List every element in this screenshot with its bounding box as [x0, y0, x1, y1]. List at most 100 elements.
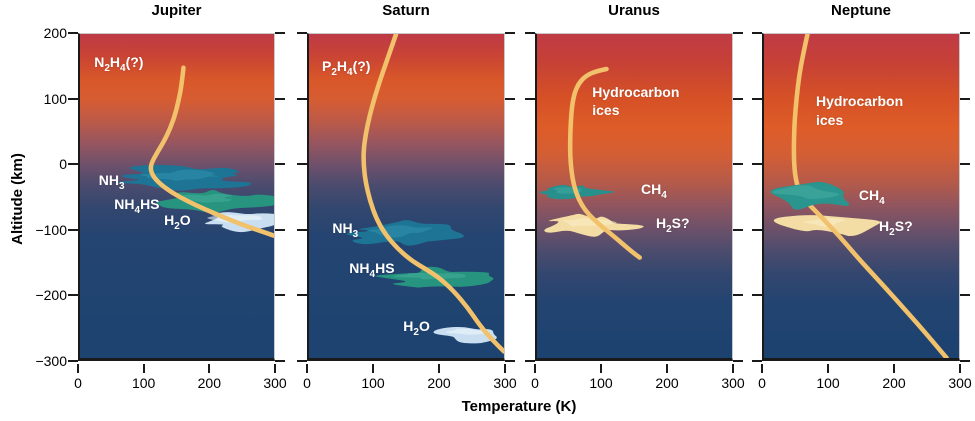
jupiter-nh3-label: NH3	[98, 171, 125, 192]
subscript: 2	[666, 224, 672, 236]
saturn-h2o-cloud-highlight	[446, 328, 490, 335]
y-tick-right	[733, 97, 743, 100]
saturn-nh3-label: NH3	[332, 220, 359, 241]
x-tick	[761, 364, 763, 373]
x-tick	[208, 364, 211, 373]
neptune-ch4-cloud-highlight	[772, 185, 840, 200]
y-tick-left	[68, 360, 78, 362]
y-tick-right	[505, 360, 515, 362]
subscript: 4	[134, 204, 141, 216]
subscript: 3	[352, 229, 359, 241]
y-tick-right	[275, 360, 285, 362]
y-tick-left	[68, 163, 78, 166]
uranus-h2s-label: H2S?	[655, 215, 690, 236]
uranus-h2s-cloud	[544, 213, 644, 237]
subscript: 2	[413, 327, 419, 339]
x-tick	[438, 364, 440, 373]
x-tick	[732, 364, 734, 373]
subscript: 3	[118, 180, 125, 192]
y-tick-left	[297, 294, 307, 297]
y-tick-left	[68, 97, 78, 100]
y-tick-left	[752, 97, 762, 100]
y-tick-right	[733, 32, 743, 34]
x-tick	[666, 364, 668, 373]
uranus-ch4-label: CH4	[641, 181, 667, 202]
x-tick-label: 0	[74, 375, 82, 391]
y-tick-left	[297, 32, 307, 34]
subscript: 2	[331, 66, 337, 78]
y-tick-right	[505, 294, 515, 297]
y-tick-right	[960, 163, 970, 166]
panel-neptune: Hydrocarbon ices CH4 H2S?	[762, 33, 960, 361]
temperature-curve-jupiter	[148, 65, 274, 239]
x-tick	[306, 364, 308, 373]
x-tick	[600, 364, 602, 373]
y-tick-left	[68, 228, 78, 231]
x-tick	[504, 364, 506, 373]
y-tick-left	[297, 360, 307, 362]
y-tick-left	[525, 32, 535, 34]
y-tick-right	[505, 97, 515, 100]
temperature-curve-neptune	[791, 34, 949, 358]
y-tick-left	[297, 163, 307, 166]
panel-title-uranus: Uranus	[608, 2, 660, 19]
y-tick-label: 100	[43, 90, 67, 107]
x-tick-label: 0	[758, 375, 766, 391]
subscript: 4	[347, 66, 353, 78]
y-tick-right	[275, 97, 285, 100]
y-tick-right	[505, 32, 515, 34]
panel-title-saturn: Saturn	[382, 2, 430, 19]
jupiter-h2o-label: H2O	[164, 211, 191, 232]
y-tick-label: −300	[35, 353, 67, 369]
x-axis-title: Temperature (K)	[461, 398, 577, 415]
y-tick-right	[275, 163, 285, 166]
y-tick-left	[525, 228, 535, 231]
jupiter-nh4hs-cloud	[156, 189, 274, 214]
neptune-hydrocarbon-ices-label: Hydrocarbon ices	[816, 93, 904, 128]
y-tick-label: 0	[59, 156, 67, 173]
jupiter-nh3-cloud	[116, 164, 252, 191]
saturn-h2o-label: H2O	[403, 318, 430, 339]
x-tick-label: 0	[303, 375, 311, 391]
y-tick-left	[525, 360, 535, 362]
jupiter-n2h4-label: N2H4(?)	[94, 54, 144, 75]
x-tick-label: 200	[655, 375, 679, 391]
panel-plot-uranus	[539, 66, 644, 260]
y-tick-left	[68, 32, 78, 34]
x-tick	[274, 364, 276, 373]
x-tick-label: 100	[816, 375, 840, 391]
uranus-h2s-cloud-highlight	[562, 217, 617, 227]
x-tick	[142, 364, 145, 373]
y-tick-left	[752, 228, 762, 231]
x-tick-label: 100	[589, 375, 613, 391]
x-tick	[893, 364, 895, 373]
subscript: 2	[174, 220, 180, 232]
y-tick-right	[733, 163, 743, 166]
y-tick-right	[505, 228, 515, 231]
y-tick-left	[752, 32, 762, 34]
neptune-ch4-label: CH4	[858, 187, 885, 208]
y-tick-right	[275, 32, 285, 34]
y-tick-right	[733, 294, 743, 297]
panel-title-jupiter: Jupiter	[151, 2, 202, 19]
x-tick-label: 200	[197, 375, 221, 391]
panel-uranus: Hydrocarbon ices CH4 H2S?	[535, 33, 733, 361]
x-tick	[372, 364, 374, 373]
y-tick-right	[505, 163, 515, 166]
y-tick-left	[525, 163, 535, 166]
x-tick-label: 100	[361, 375, 385, 391]
x-tick-label: 0	[531, 375, 539, 391]
saturn-p2h4-label: P2H4(?)	[322, 57, 371, 78]
x-tick-label: 200	[427, 375, 451, 391]
x-tick-label: 100	[131, 375, 156, 391]
saturn-h2o-cloud	[433, 326, 497, 344]
subscript: 4	[661, 190, 667, 202]
subscript: 4	[369, 268, 376, 280]
y-tick-right	[960, 32, 970, 34]
y-tick-right	[960, 294, 970, 297]
subscript: 4	[120, 63, 126, 75]
saturn-nh4hs-label: NH4HS	[349, 259, 395, 280]
subscript: 2	[889, 227, 895, 239]
y-tick-label: −200	[35, 287, 67, 304]
x-tick-label: 300	[493, 375, 517, 391]
